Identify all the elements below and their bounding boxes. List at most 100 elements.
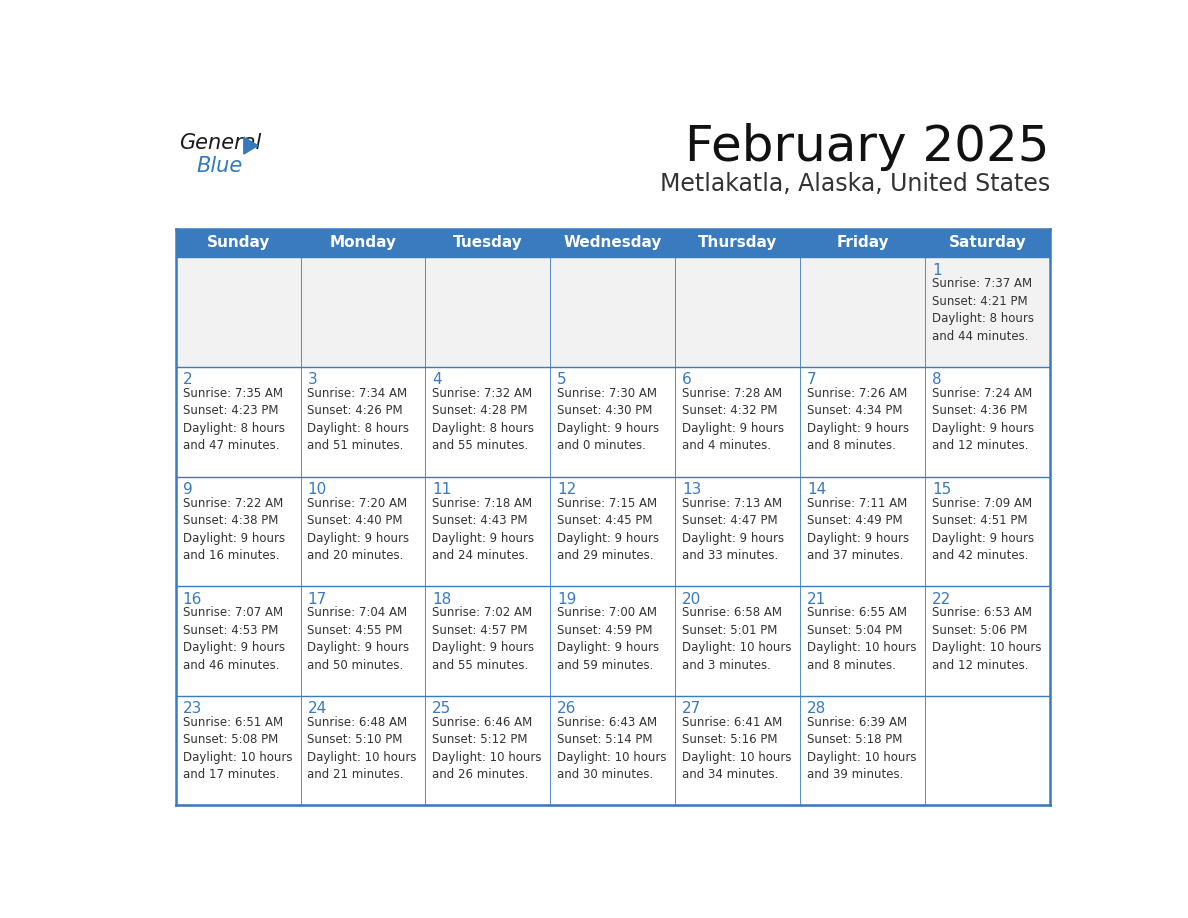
Text: 17: 17: [308, 591, 327, 607]
Text: Metlakatla, Alaska, United States: Metlakatla, Alaska, United States: [659, 172, 1050, 196]
Text: Friday: Friday: [836, 236, 889, 251]
Bar: [675, 587, 800, 696]
Bar: [425, 476, 550, 587]
Bar: [176, 587, 301, 696]
Text: Sunrise: 7:37 AM
Sunset: 4:21 PM
Daylight: 8 hours
and 44 minutes.: Sunrise: 7:37 AM Sunset: 4:21 PM Dayligh…: [931, 277, 1034, 342]
Text: 2: 2: [183, 373, 192, 387]
Text: 9: 9: [183, 482, 192, 497]
Text: 15: 15: [931, 482, 952, 497]
Bar: [800, 367, 925, 476]
Bar: [925, 476, 1050, 587]
Bar: [301, 476, 425, 587]
Bar: [800, 696, 925, 805]
Text: Sunrise: 6:58 AM
Sunset: 5:01 PM
Daylight: 10 hours
and 3 minutes.: Sunrise: 6:58 AM Sunset: 5:01 PM Dayligh…: [682, 606, 791, 672]
Bar: [425, 696, 550, 805]
Bar: [301, 696, 425, 805]
Text: 19: 19: [557, 591, 576, 607]
Text: Sunrise: 6:55 AM
Sunset: 5:04 PM
Daylight: 10 hours
and 8 minutes.: Sunrise: 6:55 AM Sunset: 5:04 PM Dayligh…: [807, 606, 916, 672]
Text: Sunrise: 7:15 AM
Sunset: 4:45 PM
Daylight: 9 hours
and 29 minutes.: Sunrise: 7:15 AM Sunset: 4:45 PM Dayligh…: [557, 497, 659, 562]
Text: 25: 25: [432, 701, 451, 716]
Text: Monday: Monday: [329, 236, 397, 251]
Text: Thursday: Thursday: [697, 236, 777, 251]
Text: 3: 3: [308, 373, 317, 387]
Text: Wednesday: Wednesday: [563, 236, 662, 251]
Text: Sunrise: 6:51 AM
Sunset: 5:08 PM
Daylight: 10 hours
and 17 minutes.: Sunrise: 6:51 AM Sunset: 5:08 PM Dayligh…: [183, 716, 292, 781]
Text: Sunrise: 7:18 AM
Sunset: 4:43 PM
Daylight: 9 hours
and 24 minutes.: Sunrise: 7:18 AM Sunset: 4:43 PM Dayligh…: [432, 497, 535, 562]
Text: Sunrise: 7:07 AM
Sunset: 4:53 PM
Daylight: 9 hours
and 46 minutes.: Sunrise: 7:07 AM Sunset: 4:53 PM Dayligh…: [183, 606, 285, 672]
Text: Sunrise: 7:35 AM
Sunset: 4:23 PM
Daylight: 8 hours
and 47 minutes.: Sunrise: 7:35 AM Sunset: 4:23 PM Dayligh…: [183, 386, 285, 453]
Text: Blue: Blue: [196, 156, 242, 176]
Bar: [176, 696, 301, 805]
Text: Sunrise: 7:09 AM
Sunset: 4:51 PM
Daylight: 9 hours
and 42 minutes.: Sunrise: 7:09 AM Sunset: 4:51 PM Dayligh…: [931, 497, 1034, 562]
Text: 22: 22: [931, 591, 952, 607]
Bar: [176, 367, 301, 476]
Text: 13: 13: [682, 482, 702, 497]
Text: Sunrise: 7:02 AM
Sunset: 4:57 PM
Daylight: 9 hours
and 55 minutes.: Sunrise: 7:02 AM Sunset: 4:57 PM Dayligh…: [432, 606, 535, 672]
Text: Sunrise: 7:20 AM
Sunset: 4:40 PM
Daylight: 9 hours
and 20 minutes.: Sunrise: 7:20 AM Sunset: 4:40 PM Dayligh…: [308, 497, 410, 562]
Bar: [550, 257, 675, 367]
Text: General: General: [179, 133, 261, 153]
Text: Sunrise: 7:24 AM
Sunset: 4:36 PM
Daylight: 9 hours
and 12 minutes.: Sunrise: 7:24 AM Sunset: 4:36 PM Dayligh…: [931, 386, 1034, 453]
Bar: [800, 476, 925, 587]
Polygon shape: [244, 137, 258, 154]
Text: Saturday: Saturday: [948, 236, 1026, 251]
Bar: [550, 696, 675, 805]
Text: Sunrise: 7:00 AM
Sunset: 4:59 PM
Daylight: 9 hours
and 59 minutes.: Sunrise: 7:00 AM Sunset: 4:59 PM Dayligh…: [557, 606, 659, 672]
Bar: [675, 257, 800, 367]
Bar: [800, 257, 925, 367]
Text: 4: 4: [432, 373, 442, 387]
Text: 23: 23: [183, 701, 202, 716]
Text: Sunrise: 6:41 AM
Sunset: 5:16 PM
Daylight: 10 hours
and 34 minutes.: Sunrise: 6:41 AM Sunset: 5:16 PM Dayligh…: [682, 716, 791, 781]
Bar: [425, 257, 550, 367]
Text: Sunrise: 7:04 AM
Sunset: 4:55 PM
Daylight: 9 hours
and 50 minutes.: Sunrise: 7:04 AM Sunset: 4:55 PM Dayligh…: [308, 606, 410, 672]
Text: 11: 11: [432, 482, 451, 497]
Text: Sunrise: 7:22 AM
Sunset: 4:38 PM
Daylight: 9 hours
and 16 minutes.: Sunrise: 7:22 AM Sunset: 4:38 PM Dayligh…: [183, 497, 285, 562]
Text: 20: 20: [682, 591, 701, 607]
Text: 21: 21: [807, 591, 827, 607]
Text: Sunrise: 7:13 AM
Sunset: 4:47 PM
Daylight: 9 hours
and 33 minutes.: Sunrise: 7:13 AM Sunset: 4:47 PM Dayligh…: [682, 497, 784, 562]
Bar: [675, 367, 800, 476]
Text: Sunrise: 7:34 AM
Sunset: 4:26 PM
Daylight: 8 hours
and 51 minutes.: Sunrise: 7:34 AM Sunset: 4:26 PM Dayligh…: [308, 386, 410, 453]
Bar: [800, 587, 925, 696]
Text: Tuesday: Tuesday: [453, 236, 523, 251]
Text: 10: 10: [308, 482, 327, 497]
Text: 16: 16: [183, 591, 202, 607]
Text: Sunrise: 7:30 AM
Sunset: 4:30 PM
Daylight: 9 hours
and 0 minutes.: Sunrise: 7:30 AM Sunset: 4:30 PM Dayligh…: [557, 386, 659, 453]
Bar: [301, 257, 425, 367]
Bar: [675, 696, 800, 805]
Bar: [925, 696, 1050, 805]
Bar: [176, 476, 301, 587]
Text: Sunrise: 7:32 AM
Sunset: 4:28 PM
Daylight: 8 hours
and 55 minutes.: Sunrise: 7:32 AM Sunset: 4:28 PM Dayligh…: [432, 386, 535, 453]
Text: Sunrise: 7:11 AM
Sunset: 4:49 PM
Daylight: 9 hours
and 37 minutes.: Sunrise: 7:11 AM Sunset: 4:49 PM Dayligh…: [807, 497, 909, 562]
Bar: [301, 367, 425, 476]
Text: Sunrise: 6:39 AM
Sunset: 5:18 PM
Daylight: 10 hours
and 39 minutes.: Sunrise: 6:39 AM Sunset: 5:18 PM Dayligh…: [807, 716, 916, 781]
Bar: [425, 587, 550, 696]
Bar: [301, 587, 425, 696]
Text: 7: 7: [807, 373, 816, 387]
Text: 5: 5: [557, 373, 567, 387]
Text: 27: 27: [682, 701, 701, 716]
Text: Sunday: Sunday: [207, 236, 270, 251]
Text: Sunrise: 6:43 AM
Sunset: 5:14 PM
Daylight: 10 hours
and 30 minutes.: Sunrise: 6:43 AM Sunset: 5:14 PM Dayligh…: [557, 716, 666, 781]
Text: Sunrise: 6:46 AM
Sunset: 5:12 PM
Daylight: 10 hours
and 26 minutes.: Sunrise: 6:46 AM Sunset: 5:12 PM Dayligh…: [432, 716, 542, 781]
Text: Sunrise: 6:48 AM
Sunset: 5:10 PM
Daylight: 10 hours
and 21 minutes.: Sunrise: 6:48 AM Sunset: 5:10 PM Dayligh…: [308, 716, 417, 781]
Text: 6: 6: [682, 373, 691, 387]
Bar: [925, 367, 1050, 476]
Bar: [550, 587, 675, 696]
Bar: [176, 257, 301, 367]
Text: 8: 8: [931, 373, 942, 387]
Text: 24: 24: [308, 701, 327, 716]
Bar: [925, 257, 1050, 367]
Text: 26: 26: [557, 701, 576, 716]
Text: Sunrise: 7:28 AM
Sunset: 4:32 PM
Daylight: 9 hours
and 4 minutes.: Sunrise: 7:28 AM Sunset: 4:32 PM Dayligh…: [682, 386, 784, 453]
Bar: [176, 229, 1050, 257]
Bar: [675, 476, 800, 587]
Text: Sunrise: 6:53 AM
Sunset: 5:06 PM
Daylight: 10 hours
and 12 minutes.: Sunrise: 6:53 AM Sunset: 5:06 PM Dayligh…: [931, 606, 1042, 672]
Text: 28: 28: [807, 701, 827, 716]
Text: 14: 14: [807, 482, 827, 497]
Text: Sunrise: 7:26 AM
Sunset: 4:34 PM
Daylight: 9 hours
and 8 minutes.: Sunrise: 7:26 AM Sunset: 4:34 PM Dayligh…: [807, 386, 909, 453]
Text: 1: 1: [931, 263, 942, 277]
Text: February 2025: February 2025: [685, 123, 1050, 172]
Bar: [925, 587, 1050, 696]
Text: 12: 12: [557, 482, 576, 497]
